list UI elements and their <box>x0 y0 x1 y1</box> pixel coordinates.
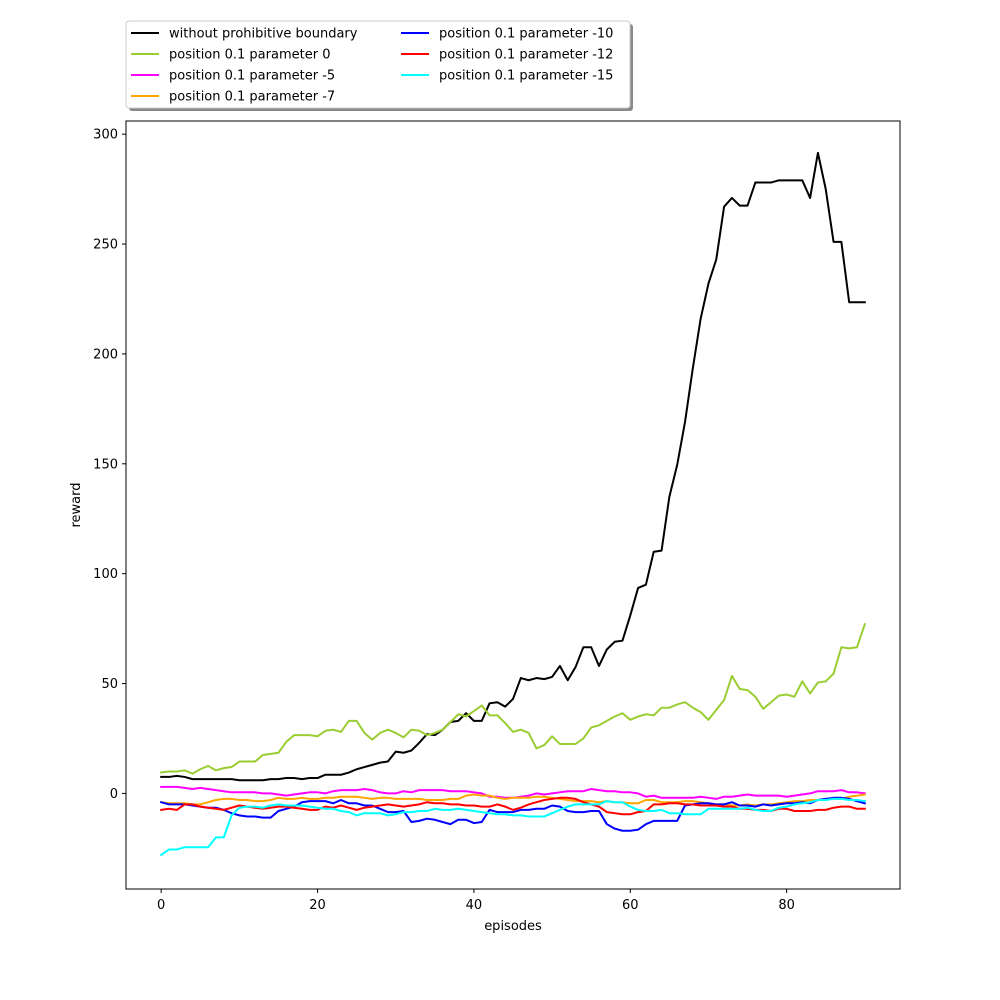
legend-label-6: position 0.1 parameter -15 <box>439 69 613 84</box>
plot-frame <box>125 120 901 890</box>
series-line-4 <box>159 796 867 832</box>
x-tick-label: 60 <box>622 898 639 913</box>
series-line-3 <box>160 793 866 807</box>
legend-label-3: position 0.1 parameter -7 <box>169 90 335 105</box>
legend-box <box>125 20 631 109</box>
series-line-0 <box>160 151 866 782</box>
plot-area <box>125 120 901 890</box>
y-axis: 0 50 100 150 200 250 300 <box>93 128 126 802</box>
y-tick-label: 100 <box>93 567 118 582</box>
legend-label-2: position 0.1 parameter -5 <box>169 69 335 84</box>
y-tick-label: 250 <box>93 238 118 253</box>
series-line-5 <box>160 796 866 816</box>
x-tick-label: 20 <box>309 898 326 913</box>
x-axis-label: episodes <box>484 919 542 934</box>
y-axis-label: reward <box>69 482 84 527</box>
legend-label-4: position 0.1 parameter -10 <box>439 27 613 42</box>
y-tick-label: 0 <box>110 787 118 802</box>
legend: without prohibitive boundary position 0.1… <box>125 20 633 111</box>
y-tick-label: 50 <box>101 677 118 692</box>
x-axis: 0 20 40 60 80 <box>157 889 795 913</box>
series-line-6 <box>159 797 866 857</box>
x-tick-label: 40 <box>466 898 483 913</box>
y-tick-label: 150 <box>93 457 118 472</box>
legend-label-1: position 0.1 parameter 0 <box>169 48 330 63</box>
series-line-1 <box>160 622 867 775</box>
y-tick-label: 300 <box>93 128 118 143</box>
legend-label-5: position 0.1 parameter -12 <box>439 48 613 63</box>
y-tick-label: 200 <box>93 347 118 362</box>
x-tick-label: 0 <box>157 898 165 913</box>
x-tick-label: 80 <box>778 898 795 913</box>
legend-label-0: without prohibitive boundary <box>169 27 358 42</box>
